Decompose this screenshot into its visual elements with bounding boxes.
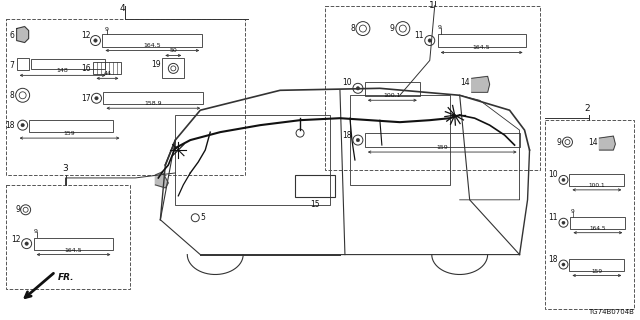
Text: 19: 19 xyxy=(151,60,161,69)
Text: 9: 9 xyxy=(34,229,38,234)
Bar xyxy=(570,174,625,186)
Text: 12: 12 xyxy=(11,235,20,244)
Text: 18: 18 xyxy=(5,121,15,130)
Bar xyxy=(570,259,625,270)
Text: TG74B0704B: TG74B0704B xyxy=(588,309,634,315)
Bar xyxy=(29,120,113,132)
Text: 1: 1 xyxy=(429,1,435,10)
Text: 148: 148 xyxy=(57,68,68,73)
Text: 18: 18 xyxy=(342,131,352,140)
Bar xyxy=(325,6,540,170)
Circle shape xyxy=(21,124,24,127)
Text: 159: 159 xyxy=(63,131,76,136)
Text: 16: 16 xyxy=(81,64,90,73)
Bar xyxy=(570,217,625,229)
Text: 8: 8 xyxy=(10,91,15,100)
Bar xyxy=(350,95,450,185)
Text: 10: 10 xyxy=(342,78,352,87)
Text: 10: 10 xyxy=(548,171,557,180)
Text: 14: 14 xyxy=(460,78,470,87)
Bar xyxy=(365,133,520,147)
Bar xyxy=(545,120,634,309)
Text: FR.: FR. xyxy=(58,273,74,282)
Text: 9: 9 xyxy=(16,205,20,214)
Text: 4: 4 xyxy=(120,4,125,13)
Polygon shape xyxy=(156,172,168,188)
Bar xyxy=(31,60,106,69)
Circle shape xyxy=(95,97,98,100)
Bar xyxy=(438,34,525,47)
Text: 11: 11 xyxy=(414,31,424,40)
Circle shape xyxy=(562,263,565,266)
Text: 3: 3 xyxy=(63,164,68,173)
Text: 164.5: 164.5 xyxy=(589,226,606,231)
Text: 9: 9 xyxy=(570,209,574,214)
Bar xyxy=(6,185,131,289)
Text: 17: 17 xyxy=(81,94,90,103)
Text: 100.1: 100.1 xyxy=(589,183,605,188)
Text: 158.9: 158.9 xyxy=(145,101,162,106)
Circle shape xyxy=(562,221,565,224)
Text: 50: 50 xyxy=(170,48,177,53)
Bar xyxy=(175,115,330,205)
Text: 159: 159 xyxy=(436,145,448,150)
Text: 12: 12 xyxy=(81,31,90,40)
Circle shape xyxy=(428,39,431,42)
Circle shape xyxy=(356,87,360,90)
Bar xyxy=(6,19,245,175)
Bar xyxy=(102,34,202,47)
Text: 44: 44 xyxy=(104,71,111,76)
Polygon shape xyxy=(472,76,490,92)
Text: 9: 9 xyxy=(438,25,442,30)
Bar xyxy=(104,92,204,104)
Text: 11: 11 xyxy=(548,213,557,222)
Text: 9: 9 xyxy=(390,24,395,33)
Polygon shape xyxy=(600,136,615,150)
Text: 9: 9 xyxy=(104,27,108,32)
Text: 18: 18 xyxy=(548,255,557,264)
Bar xyxy=(365,82,420,96)
Circle shape xyxy=(562,178,565,181)
Bar xyxy=(295,175,335,197)
Text: 7: 7 xyxy=(10,61,15,70)
Text: 164.5: 164.5 xyxy=(473,45,490,51)
Text: 5: 5 xyxy=(200,213,205,222)
Bar xyxy=(34,238,113,250)
Text: 8: 8 xyxy=(350,24,355,33)
Text: 14: 14 xyxy=(588,138,597,147)
Text: 2: 2 xyxy=(584,104,590,113)
Bar xyxy=(163,59,184,78)
Circle shape xyxy=(356,138,360,142)
Circle shape xyxy=(93,39,97,42)
Circle shape xyxy=(25,242,28,245)
Text: 164.5: 164.5 xyxy=(65,248,83,252)
Bar xyxy=(17,59,29,70)
Text: 15: 15 xyxy=(310,200,320,209)
Text: 159: 159 xyxy=(591,268,602,274)
Polygon shape xyxy=(17,27,29,43)
Text: 164.5: 164.5 xyxy=(143,44,161,49)
Text: 9: 9 xyxy=(557,138,561,147)
Text: 6: 6 xyxy=(10,31,15,40)
Text: 100.1: 100.1 xyxy=(383,93,401,98)
Bar xyxy=(93,62,122,74)
